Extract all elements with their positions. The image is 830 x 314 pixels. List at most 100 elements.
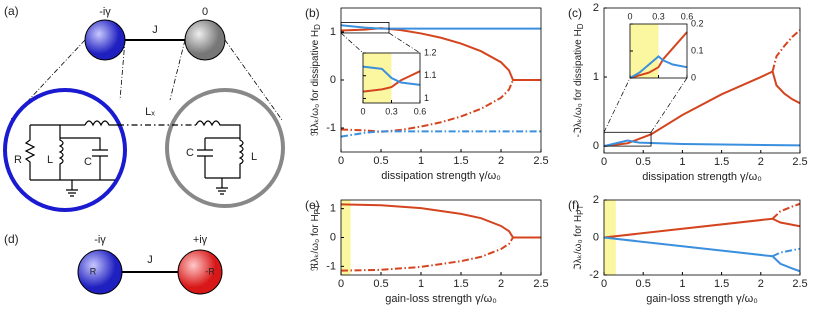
series-line — [629, 55, 688, 79]
x-tick-label: 0 — [601, 278, 607, 290]
x-tick-label: 2 — [498, 278, 504, 290]
mutual-label: Lₓ — [145, 106, 155, 118]
x-tick-label: 2 — [758, 156, 764, 168]
zoom-box — [603, 131, 652, 147]
series-line — [362, 70, 421, 93]
x-tick-label: 0.6 — [681, 11, 694, 21]
panel-label: (c) — [568, 6, 582, 20]
x-tick-label: 0.3 — [385, 106, 398, 116]
series-line — [771, 71, 801, 105]
plot-area — [341, 200, 541, 275]
component-label: L — [251, 151, 257, 163]
shaded-region — [341, 200, 351, 275]
y-axis-label: ℜλₖ/ω₀ for dissipative HD — [310, 24, 322, 136]
y-axis-label: ℜλₖ/ω₀ for HPT — [310, 204, 322, 271]
y-tick-label: 0.2 — [691, 18, 704, 28]
coupling-label: J — [147, 254, 153, 266]
y-tick-label: 2 — [593, 194, 599, 206]
x-tick-label: 0 — [627, 11, 632, 21]
x-axis-label: dissipation strength γ/ω₀ — [642, 171, 762, 183]
component-label: R — [14, 154, 22, 166]
x-axis-label: dissipation strength γ/ω₀ — [381, 170, 501, 182]
series-line — [603, 217, 801, 239]
chart: 0 0.5 1 1.5 2 2.5 0 1 2 (c) dissipation strength γ… — [568, 2, 808, 183]
y-axis-label-text: ℜλₖ/ω₀ for H — [310, 214, 321, 271]
y-axis-label-text: ℜλₖ/ω₀ for dissipative H — [310, 30, 321, 136]
x-tick-label: 1 — [418, 155, 424, 167]
series-line — [340, 203, 541, 239]
x-tick-label: 0.5 — [373, 278, 388, 290]
y-tick-label: 1 — [424, 93, 429, 103]
y-tick-label: 0 — [330, 231, 336, 243]
y-tick-label: 1 — [330, 203, 336, 215]
axes-frame — [362, 52, 421, 104]
x-tick-label: 1 — [418, 278, 424, 290]
x-tick-label: 0.5 — [373, 155, 388, 167]
axes-frame — [340, 199, 542, 276]
x-tick-label: 0.3 — [652, 11, 665, 21]
inset: 0 0.3 0.6 1 1.1 1.2 — [360, 47, 436, 116]
zoom-connector — [388, 32, 421, 54]
node-gain — [177, 249, 223, 295]
component-label: C — [186, 147, 194, 159]
y-axis-label-text: -ℑλₖ/ω₀ for dissipative H — [573, 29, 584, 137]
component-label: L — [47, 154, 53, 166]
y-tick-label: 0 — [330, 74, 336, 86]
series-line — [340, 79, 514, 133]
y-tick-label: 0.1 — [691, 45, 704, 55]
panel-label: (b) — [305, 6, 320, 20]
x-tick-label: 0 — [601, 156, 607, 168]
y-axis-label-text: ℑλₖ/ω₀ for H — [573, 215, 584, 270]
y-axis-label: ℑλₖ/ω₀ for HPT — [573, 205, 585, 271]
x-tick-label: 0 — [338, 155, 344, 167]
x-tick-label: 2 — [498, 155, 504, 167]
series-line — [629, 31, 688, 79]
series-line — [340, 236, 514, 272]
x-tick-label: 2 — [758, 278, 764, 290]
coupling-label: J — [152, 24, 158, 36]
x-tick-label: 0.5 — [636, 156, 651, 168]
node-label: -iγ — [94, 234, 106, 246]
chart: 0 0.5 1 1.5 2 2.5-101(e)gain-loss strength γ/… — [305, 198, 549, 305]
panel-label: (e) — [305, 198, 320, 212]
series-line — [771, 29, 801, 72]
series-line — [771, 202, 801, 220]
axes-frame — [603, 7, 801, 154]
node-label: -iγ — [99, 6, 111, 18]
plot-area — [604, 200, 800, 275]
zoom-connector — [340, 32, 364, 54]
y-tick-label: -2 — [589, 269, 599, 281]
circuit-left — [24, 120, 118, 197]
x-tick-label: 2.5 — [792, 156, 807, 168]
axes-frame — [603, 199, 801, 276]
circuit-right — [195, 120, 244, 195]
x-tick-label: 0.6 — [414, 106, 427, 116]
y-tick-label: 1 — [330, 26, 336, 38]
x-tick-label: 2.5 — [533, 155, 548, 167]
y-tick-label: -1 — [326, 260, 336, 272]
zoom-box — [340, 21, 390, 34]
node-label: +iγ — [193, 234, 208, 246]
series-line — [603, 236, 801, 273]
chart: 0 0.5 1 1.5 2 2.5 -1 0 1 (b) dissipation strength … — [305, 6, 549, 182]
x-tick-label: 2.5 — [533, 278, 548, 290]
x-tick-label: 1 — [679, 278, 685, 290]
x-axis-label: gain-loss strength γ/ω₀ — [646, 293, 758, 305]
shaded-region — [363, 53, 392, 103]
x-tick-label: 0 — [338, 278, 344, 290]
y-axis-label-sub: D — [576, 23, 585, 29]
x-tick-label: 0 — [360, 106, 365, 116]
y-tick-label: 2 — [593, 2, 599, 14]
diagram-a — [3, 19, 285, 212]
x-tick-label: 1 — [679, 156, 685, 168]
x-tick-label: 1.5 — [453, 278, 468, 290]
node-lossy — [84, 19, 126, 61]
zoom-connector — [650, 77, 688, 133]
axes-frame — [340, 7, 542, 153]
component-label: R — [90, 266, 97, 276]
diagram-d — [77, 249, 223, 295]
x-tick-label: 0.5 — [636, 278, 651, 290]
series-line — [340, 24, 541, 30]
series-line — [603, 70, 773, 148]
x-tick-label: 2.5 — [792, 278, 807, 290]
